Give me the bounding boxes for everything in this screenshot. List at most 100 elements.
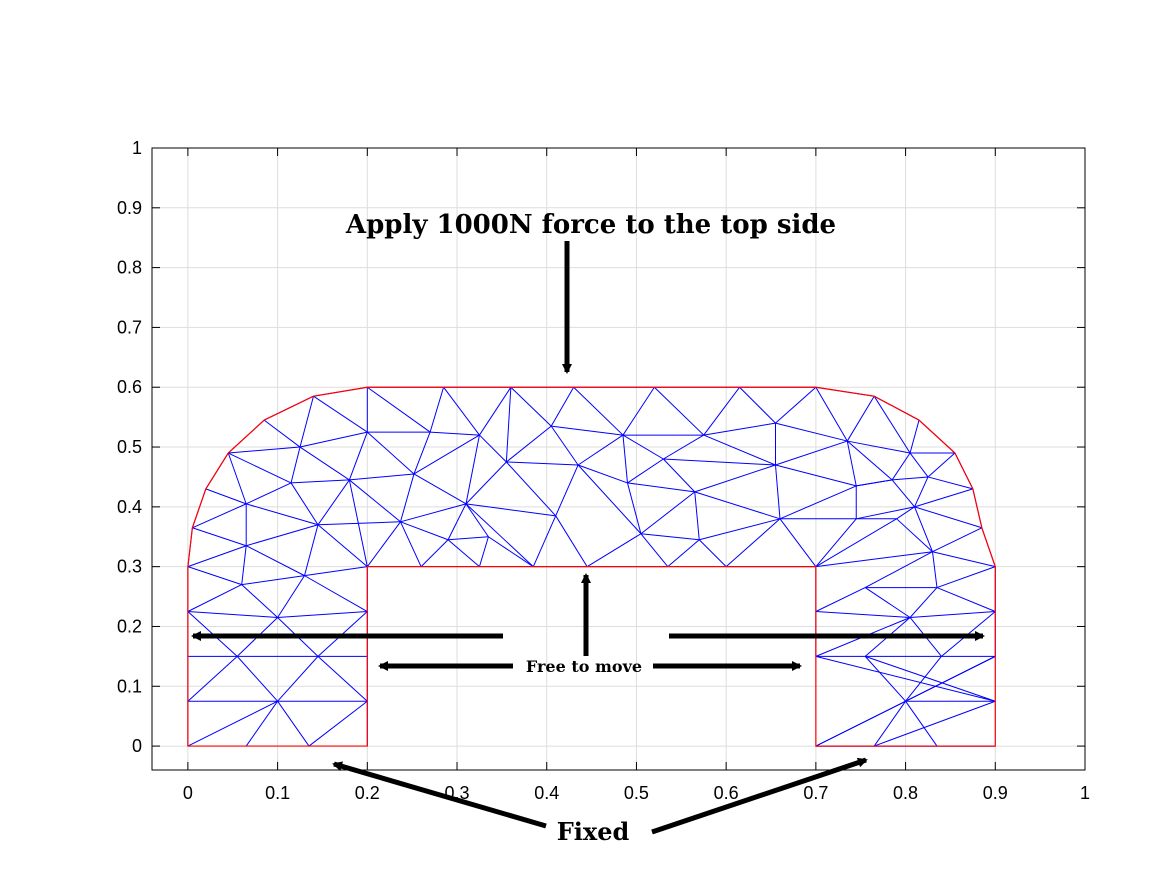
mesh-edge xyxy=(815,655,996,702)
mesh-edge xyxy=(532,515,557,567)
mesh-edge xyxy=(304,524,319,576)
mesh-edge xyxy=(909,452,929,478)
mesh-edge xyxy=(317,524,368,568)
mesh-edge xyxy=(694,491,781,520)
mesh-edge xyxy=(914,476,929,508)
mesh-edge xyxy=(510,386,552,427)
mesh-edge xyxy=(505,461,557,517)
mesh-edge xyxy=(447,539,480,568)
mesh-edge xyxy=(815,386,848,442)
mesh-edge xyxy=(290,482,319,526)
mesh-edge xyxy=(815,518,897,568)
mesh-edge xyxy=(187,655,238,702)
mesh-edge xyxy=(846,440,857,487)
x-tick-label: 0.9 xyxy=(983,783,1008,803)
mesh-edge xyxy=(227,452,247,505)
fixed-annotation-label: Fixed xyxy=(557,817,630,846)
mesh-edge xyxy=(864,551,933,589)
mesh-edge xyxy=(699,518,781,541)
x-tick-label: 0 xyxy=(183,783,193,803)
y-tick-label: 1 xyxy=(132,138,142,158)
mesh-edge xyxy=(622,434,664,460)
x-tick-label: 0.1 xyxy=(265,783,290,803)
y-tick-label: 0.7 xyxy=(117,317,142,337)
mesh-edge xyxy=(775,464,857,487)
annotation-arrows xyxy=(191,241,985,835)
y-tick-label: 0.5 xyxy=(117,437,142,457)
mesh-edge xyxy=(246,524,319,547)
mesh-edge xyxy=(465,503,489,538)
mesh-edge xyxy=(936,587,996,612)
mesh-edge xyxy=(856,479,893,487)
mesh-edge xyxy=(187,611,278,618)
mesh-edge xyxy=(245,482,292,505)
mesh-edge xyxy=(465,503,534,568)
mesh-edge xyxy=(317,655,368,702)
mesh-edge xyxy=(187,700,278,747)
x-tick-label: 0.6 xyxy=(714,783,739,803)
mesh-edge xyxy=(846,440,893,481)
mesh-edge xyxy=(892,476,929,481)
mesh-edge xyxy=(443,386,480,436)
mesh-edge xyxy=(873,395,911,454)
mesh-edge xyxy=(663,458,776,466)
plot-axes-box xyxy=(151,147,1086,771)
mesh-edge xyxy=(577,434,624,466)
mesh-edge xyxy=(349,479,401,523)
mesh-edge xyxy=(703,434,776,466)
mesh-edge xyxy=(914,506,982,529)
mesh-edge xyxy=(400,503,467,523)
mesh-edge xyxy=(815,700,906,747)
mesh-edge xyxy=(263,419,301,448)
mesh-edge xyxy=(413,431,431,475)
mesh-edge xyxy=(909,587,938,618)
mesh-edge xyxy=(586,533,642,568)
mesh-edge xyxy=(205,488,247,505)
mesh-edge xyxy=(891,452,911,481)
mesh-edge xyxy=(299,431,368,448)
mesh-edge xyxy=(573,386,624,436)
mesh-edge xyxy=(308,700,368,747)
mesh-edge xyxy=(430,431,480,436)
mesh-edge xyxy=(914,506,933,552)
free-annotation-label: Free to move xyxy=(526,657,642,676)
mesh-edge xyxy=(555,464,579,517)
mesh-edge xyxy=(815,518,857,567)
mesh-edge xyxy=(774,464,781,519)
mesh-edge xyxy=(914,488,974,508)
mesh-edge xyxy=(667,539,700,568)
mesh-edge xyxy=(465,434,480,504)
mesh-edge xyxy=(277,700,310,747)
mesh-edge xyxy=(905,656,942,702)
mesh-edge xyxy=(241,545,247,585)
mesh-edge xyxy=(448,536,489,541)
x-tick-label: 1 xyxy=(1080,783,1090,803)
mesh-edge xyxy=(865,655,996,702)
mesh-edge xyxy=(366,431,415,475)
mesh-edge xyxy=(640,533,669,567)
mesh-edge xyxy=(317,479,350,526)
x-tick-label: 0.4 xyxy=(534,783,559,803)
mesh-edge xyxy=(694,464,776,493)
mesh-edge xyxy=(400,521,422,567)
y-tick-label: 0.6 xyxy=(117,377,142,397)
y-tick-label: 0.2 xyxy=(117,616,142,636)
mesh-edge xyxy=(317,521,401,526)
force-annotation-label: Apply 1000N force to the top side xyxy=(345,210,836,240)
mesh-edge xyxy=(936,566,996,589)
mesh-edge xyxy=(927,452,956,478)
mesh-edge xyxy=(856,506,915,520)
mesh-edge xyxy=(779,518,817,567)
mesh-edge xyxy=(932,527,983,553)
mesh-edge xyxy=(488,536,534,568)
mesh-edge xyxy=(577,464,628,484)
mesh-edge xyxy=(864,587,911,618)
mesh-edge xyxy=(241,584,278,618)
mesh-edge xyxy=(698,539,727,568)
mesh-edge xyxy=(775,386,817,424)
mesh-edge xyxy=(555,515,588,567)
mesh-edge xyxy=(725,518,781,568)
grid-lines xyxy=(152,147,1086,770)
x-tick-label: 0.5 xyxy=(624,783,649,803)
